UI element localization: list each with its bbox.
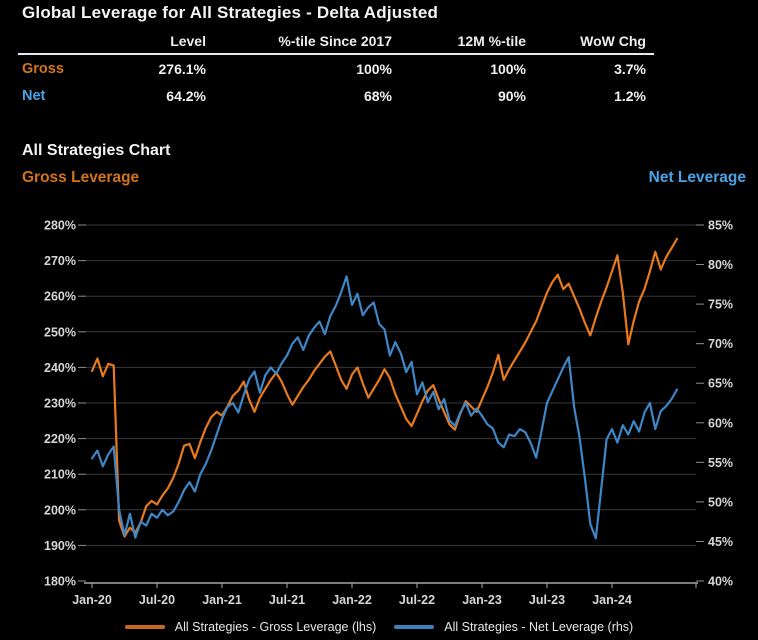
col-header-level: Level [170,33,206,49]
svg-text:70%: 70% [708,337,733,351]
svg-text:Jul-20: Jul-20 [139,593,175,607]
col-header-12m-percentile: 12M %-tile [457,33,526,49]
svg-text:Jan-21: Jan-21 [202,593,242,607]
svg-text:240%: 240% [44,361,76,375]
right-axis-title-net-leverage: Net Leverage [648,169,746,186]
svg-text:250%: 250% [44,325,76,339]
svg-text:65%: 65% [708,377,733,391]
svg-text:210%: 210% [44,468,76,482]
chart-section-heading: All Strategies Chart [22,142,171,159]
gross-12m-percentile: 100% [490,61,526,77]
svg-text:60%: 60% [708,416,733,430]
svg-text:190%: 190% [44,539,76,553]
gross-percentile-since-2017: 100% [356,61,392,77]
page-title: Global Leverage for All Strategies - Del… [22,3,439,22]
svg-text:55%: 55% [708,456,733,470]
svg-text:45%: 45% [708,535,733,549]
svg-text:50%: 50% [708,495,733,509]
gross-level: 276.1% [158,61,206,77]
col-header-wow-change: WoW Chg [580,33,646,49]
net-legend-label: All Strategies - Net Leverage (rhs) [444,620,634,634]
net-percentile-since-2017: 68% [363,88,392,104]
row-label-net: Net [22,88,46,104]
svg-text:200%: 200% [44,503,76,517]
svg-text:40%: 40% [708,575,733,589]
svg-text:180%: 180% [44,575,76,589]
svg-text:Jan-23: Jan-23 [462,593,502,607]
row-label-gross: Gross [22,61,64,77]
gross-legend-swatch-icon [124,625,165,629]
svg-text:Jan-22: Jan-22 [332,593,372,607]
svg-text:270%: 270% [44,254,76,268]
svg-text:85%: 85% [708,219,733,233]
svg-text:Jul-21: Jul-21 [269,593,305,607]
svg-text:220%: 220% [44,432,76,446]
svg-text:Jul-23: Jul-23 [529,593,565,607]
net-wow-change: 1.2% [614,88,646,104]
net-12m-percentile: 90% [497,88,526,104]
svg-text:Jul-22: Jul-22 [399,593,435,607]
gross-legend-label: All Strategies - Gross Leverage (lhs) [174,620,377,634]
svg-text:260%: 260% [44,290,76,304]
left-axis-title-gross-leverage: Gross Leverage [22,169,140,186]
gross-wow-change: 3.7% [614,61,646,77]
svg-text:Jan-24: Jan-24 [592,593,632,607]
net-level: 64.2% [166,88,206,104]
svg-text:280%: 280% [44,219,76,233]
svg-text:75%: 75% [708,298,733,312]
svg-text:Jan-20: Jan-20 [72,593,112,607]
chart-legend: All Strategies - Gross Leverage (lhs) Al… [0,620,758,634]
net-legend-swatch-icon [394,625,435,629]
svg-text:230%: 230% [44,397,76,411]
svg-text:80%: 80% [708,258,733,272]
col-header-percentile-since-2017: %-tile Since 2017 [278,33,392,49]
table-header-rule [18,53,654,55]
